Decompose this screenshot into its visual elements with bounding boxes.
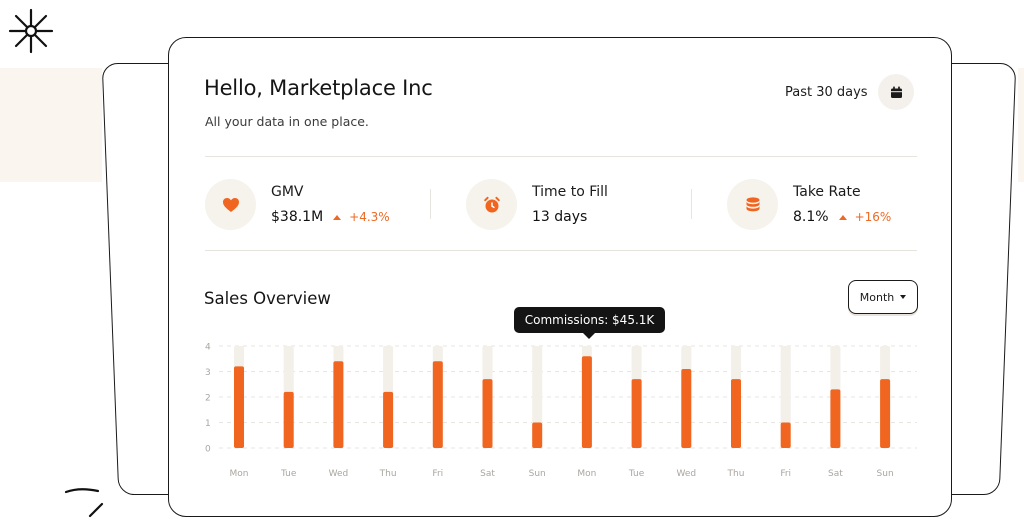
y-tick-label: 2 — [205, 394, 211, 404]
coins-stack-icon — [746, 196, 759, 211]
x-tick-label: Thu — [727, 469, 745, 479]
decor-panel-left — [0, 68, 102, 182]
bar[interactable] — [383, 391, 394, 448]
tooltip-text: Commissions: $45.1K — [524, 313, 655, 327]
bar[interactable] — [432, 361, 443, 448]
heart-icon — [222, 197, 239, 212]
bar[interactable] — [780, 422, 791, 449]
y-tick-label: 3 — [205, 368, 211, 378]
y-tick-label: 4 — [205, 343, 211, 353]
bar[interactable] — [581, 356, 592, 448]
x-tick-label: Tue — [628, 469, 645, 479]
bar[interactable] — [731, 379, 741, 448]
x-tick-label: Thu — [379, 469, 397, 479]
doodle-strokes-icon — [64, 488, 104, 518]
dashboard-card: Hello, Marketplace Inc All your data in … — [168, 37, 952, 517]
stat-value: 13 days — [532, 209, 588, 225]
trend-up-badge: +4.3% — [333, 210, 390, 224]
stat-separator — [691, 189, 692, 219]
bar[interactable] — [482, 379, 493, 448]
divider — [205, 250, 917, 251]
stat-take-rate: Take Rate 8.1% +16% — [727, 178, 927, 232]
stat-time-to-fill: Time to Fill 13 days — [466, 178, 666, 232]
x-tick-label: Sat — [480, 469, 495, 479]
x-tick-label: Mon — [230, 469, 249, 479]
stat-label: Take Rate — [793, 184, 861, 200]
date-range-label: Past 30 days — [785, 85, 868, 100]
bar[interactable] — [631, 379, 642, 448]
stat-value: 8.1% — [793, 209, 829, 225]
x-tick-label: Wed — [329, 469, 349, 479]
stat-label: Time to Fill — [532, 184, 608, 200]
bar[interactable] — [532, 422, 543, 449]
trend-up-badge: +16% — [838, 210, 892, 224]
calendar-button[interactable] — [878, 74, 914, 110]
range-dropdown-label: Month — [859, 290, 895, 304]
chart-tooltip: Commissions: $45.1K — [514, 307, 665, 339]
x-tick-label: Sun — [877, 469, 894, 479]
y-tick-label: 0 — [205, 445, 211, 455]
alarm-clock-icon — [483, 196, 500, 212]
divider — [205, 156, 917, 157]
trend-up-icon — [333, 214, 342, 220]
x-tick-label: Tue — [280, 469, 297, 479]
stat-gmv: GMV $38.1M +4.3% — [205, 178, 405, 232]
bar[interactable] — [333, 361, 344, 448]
y-tick-label: 1 — [205, 419, 211, 429]
x-tick-label: Fri — [432, 469, 443, 479]
x-tick-label: Sun — [529, 469, 546, 479]
x-tick-label: Sat — [828, 469, 843, 479]
x-tick-label: Mon — [577, 469, 596, 479]
x-tick-label: Wed — [676, 469, 696, 479]
stat-label: GMV — [271, 184, 304, 200]
caret-down-icon — [900, 295, 907, 299]
calendar-icon — [890, 86, 902, 98]
page-subtitle: All your data in one place. — [205, 114, 369, 129]
trend-up-icon — [838, 214, 847, 220]
bar[interactable] — [681, 368, 692, 448]
stat-separator — [430, 189, 431, 219]
stat-value: $38.1M — [271, 209, 324, 225]
bar[interactable] — [880, 379, 891, 448]
page-title: Hello, Marketplace Inc — [204, 76, 433, 100]
sparkle-icon — [8, 8, 54, 54]
trend-value: +4.3% — [349, 210, 390, 224]
x-tick-label: Fri — [780, 469, 791, 479]
bar[interactable] — [283, 391, 294, 448]
decor-panel-right — [1018, 68, 1024, 182]
trend-value: +16% — [854, 210, 892, 224]
bar[interactable] — [830, 389, 841, 448]
section-title: Sales Overview — [204, 289, 331, 308]
range-dropdown[interactable]: Month — [848, 280, 918, 314]
bar[interactable] — [234, 366, 244, 448]
sales-chart: 0 1 2 3 4 Mon Tue Wed Thu Fri Sat Sun Mon Tue Wed Thu Fr… — [205, 343, 917, 479]
